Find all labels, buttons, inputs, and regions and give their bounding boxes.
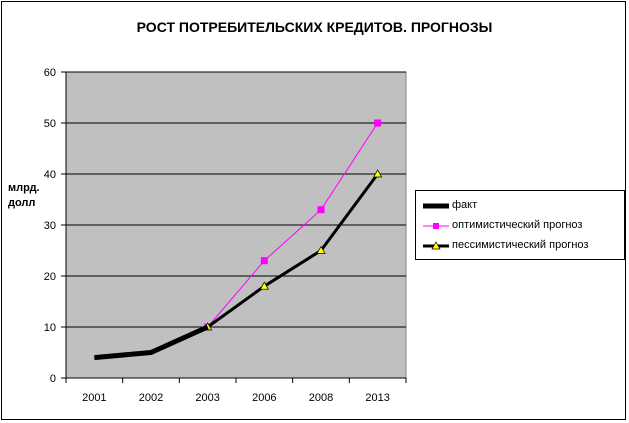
legend-thick-line-icon <box>423 203 449 209</box>
y-tick-labels: 0 10 20 30 40 50 60 <box>44 67 56 385</box>
data-point-square <box>317 206 325 214</box>
x-tick-label: 2008 <box>309 392 333 404</box>
legend-triangle-marker-icon <box>423 241 449 250</box>
legend-label-optimistic: оптимистический прогноз <box>452 219 583 231</box>
series-0 <box>94 324 209 361</box>
x-tick-label: 2001 <box>82 392 106 404</box>
data-point-square <box>260 257 268 265</box>
gridlines <box>61 71 406 379</box>
legend-label-fact: факт <box>452 199 478 211</box>
series-line <box>94 324 209 361</box>
y-tick-label: 50 <box>44 118 56 130</box>
chart-title: РОСТ ПОТРЕБИТЕЛЬСКИХ КРЕДИТОВ. ПРОГНОЗЫ <box>136 19 493 35</box>
y-tick-label: 40 <box>44 169 56 181</box>
series-layer <box>94 119 383 361</box>
legend-item-optimistic: оптимистический прогноз <box>416 216 624 236</box>
legend-item-fact: факт <box>416 196 624 216</box>
x-tick-label: 2002 <box>139 392 163 404</box>
y-tick-label: 60 <box>44 67 56 79</box>
legend-label-pessimistic: пессимистический прогноз <box>452 239 589 251</box>
x-tick-label: 2013 <box>365 392 389 404</box>
data-point-triangle <box>259 281 269 290</box>
legend: факт оптимистический прогноз пессимистич… <box>415 190 625 260</box>
legend-square-marker-icon <box>423 223 449 229</box>
data-point-triangle <box>373 169 383 178</box>
y-tick-label: 30 <box>44 220 56 232</box>
data-point-square <box>374 119 382 127</box>
y-axis-label: млрд. долл <box>8 182 40 209</box>
series-line <box>206 173 379 329</box>
x-tick-label: 2003 <box>195 392 219 404</box>
data-point-triangle <box>316 245 326 254</box>
series-line <box>207 122 379 328</box>
y-tick-label: 10 <box>44 322 56 334</box>
legend-item-pessimistic: пессимистический прогноз <box>416 236 624 256</box>
x-tick-label: 2006 <box>252 392 276 404</box>
x-tick-labels: 2001 2002 2003 2006 2008 2013 <box>65 378 407 404</box>
y-tick-label: 0 <box>50 373 56 385</box>
y-tick-label: 20 <box>44 271 56 283</box>
